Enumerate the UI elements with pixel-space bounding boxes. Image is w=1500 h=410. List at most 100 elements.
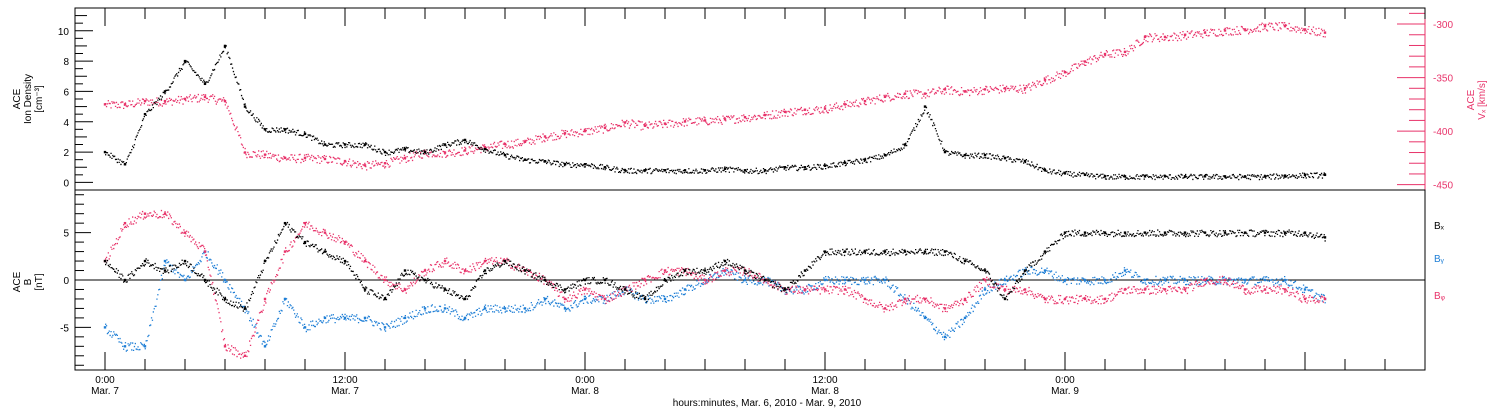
density-series-point (1163, 175, 1167, 178)
bz-series-point (403, 288, 407, 291)
density-series-point (583, 163, 587, 166)
bx-series-point (1263, 231, 1267, 234)
vx-series-point (703, 119, 707, 122)
density-series-point (963, 153, 967, 157)
bottom-panel-magnetic-field: 5 0 -5 ACE B [nT] Bₓ Bᵧ Bᵩ (12, 189, 1446, 371)
right-ylabel: ACE Vₓ [km/s] (1466, 80, 1488, 120)
vx-series-point (623, 121, 627, 124)
density-series-point (1263, 175, 1267, 178)
bx-series-point (303, 240, 307, 244)
bx-series-point (483, 269, 487, 272)
right-tick-label: -450 (1433, 181, 1453, 192)
bx-series-point (1063, 231, 1067, 234)
vx-series-point (443, 151, 447, 154)
right-tick-label: -400 (1433, 127, 1453, 138)
bottom-ylabel: ACE B [nT] (12, 271, 45, 292)
by-series-point (1083, 278, 1087, 282)
vx-series-point (403, 156, 407, 160)
vx-series-point (1143, 35, 1147, 39)
bx-series-point (1223, 231, 1227, 234)
bx-series-point (463, 297, 467, 301)
bz-series-point (303, 221, 307, 225)
time-tick-label: 0:00 (95, 375, 115, 386)
by-series-point (1003, 278, 1007, 282)
density-series-point (363, 143, 367, 146)
date-tick-label: Mar. 8 (571, 386, 599, 397)
vx-series-point (763, 113, 767, 117)
vx-series-point (843, 103, 847, 106)
density-series-point (723, 167, 727, 170)
vx-series-point (1063, 71, 1067, 74)
density-series-point (803, 166, 807, 169)
left-ylabel: ACE Ion Density [cm⁻³] (12, 74, 45, 124)
by-series-point (683, 288, 687, 291)
density-series-point (823, 164, 827, 167)
bx-series-point (1323, 236, 1327, 239)
density-series-point (1183, 175, 1187, 178)
bz-series-point (1283, 288, 1287, 291)
bz-series-point (343, 240, 347, 244)
bx-series-point (143, 259, 147, 263)
left-tick-label: 2 (63, 148, 69, 159)
vx-series-point (503, 142, 507, 146)
density-series-point (103, 150, 107, 154)
bz-series-point (903, 297, 907, 301)
vx-series-point (803, 108, 807, 111)
vx-series-point (783, 110, 787, 114)
bx-series-point (183, 259, 187, 263)
bx-series-point (223, 297, 227, 301)
by-series-point (363, 316, 367, 320)
vx-series-point (903, 92, 907, 95)
density-series-point (543, 159, 547, 163)
bx-series-point (563, 288, 567, 291)
density-series-point (1043, 169, 1047, 172)
by-series-point (463, 316, 467, 320)
bx-series-point (1163, 231, 1167, 234)
vx-series-point (563, 132, 567, 135)
date-tick-label: Mar. 9 (1051, 386, 1079, 397)
vx-series-point (943, 88, 947, 91)
by-series-point (103, 326, 107, 329)
bx-series-point (1103, 231, 1107, 234)
by-series-point (403, 316, 407, 320)
by-series-point (143, 345, 147, 348)
vx-series-dots (105, 22, 1326, 171)
left-tick-label: 0 (63, 178, 69, 189)
bz-series-point (1083, 297, 1087, 301)
by-series-point (863, 278, 867, 282)
vx-series (103, 22, 1327, 171)
vx-series-point (483, 145, 487, 149)
by-series-point (163, 259, 167, 263)
bottom-ylabel-line: [nT] (34, 273, 45, 290)
bx-series-point (1083, 231, 1087, 234)
bx-series-point (243, 307, 247, 310)
left-ylabel-line: [cm⁻³] (34, 85, 45, 113)
density-series-point (1103, 175, 1107, 178)
density-series-point (343, 143, 347, 146)
bz-series-point (423, 269, 427, 272)
left-tick-label: 8 (63, 57, 69, 68)
density-series-point (243, 105, 247, 108)
vx-series-point (963, 90, 967, 93)
bx-series-point (943, 250, 947, 253)
bx-series-point (703, 269, 707, 272)
density-series-point (863, 158, 867, 161)
bz-series-point (1203, 278, 1207, 282)
vx-series-point (103, 103, 107, 106)
right-tick-label: -300 (1433, 20, 1453, 31)
vx-series-point (1003, 87, 1007, 90)
bx-series-point (903, 250, 907, 253)
vx-series-point (203, 95, 207, 99)
date-tick-label: Mar. 7 (91, 386, 119, 397)
bx-series-point (363, 288, 367, 291)
vx-series-point (683, 120, 687, 123)
by-series-point (263, 345, 267, 348)
by-series-point (983, 288, 987, 291)
vx-series-point (1163, 35, 1167, 39)
by-series-point (443, 307, 447, 310)
bz-series-point (1163, 288, 1167, 291)
left-tick-label: 10 (58, 27, 70, 38)
bz-series-point (123, 221, 127, 225)
